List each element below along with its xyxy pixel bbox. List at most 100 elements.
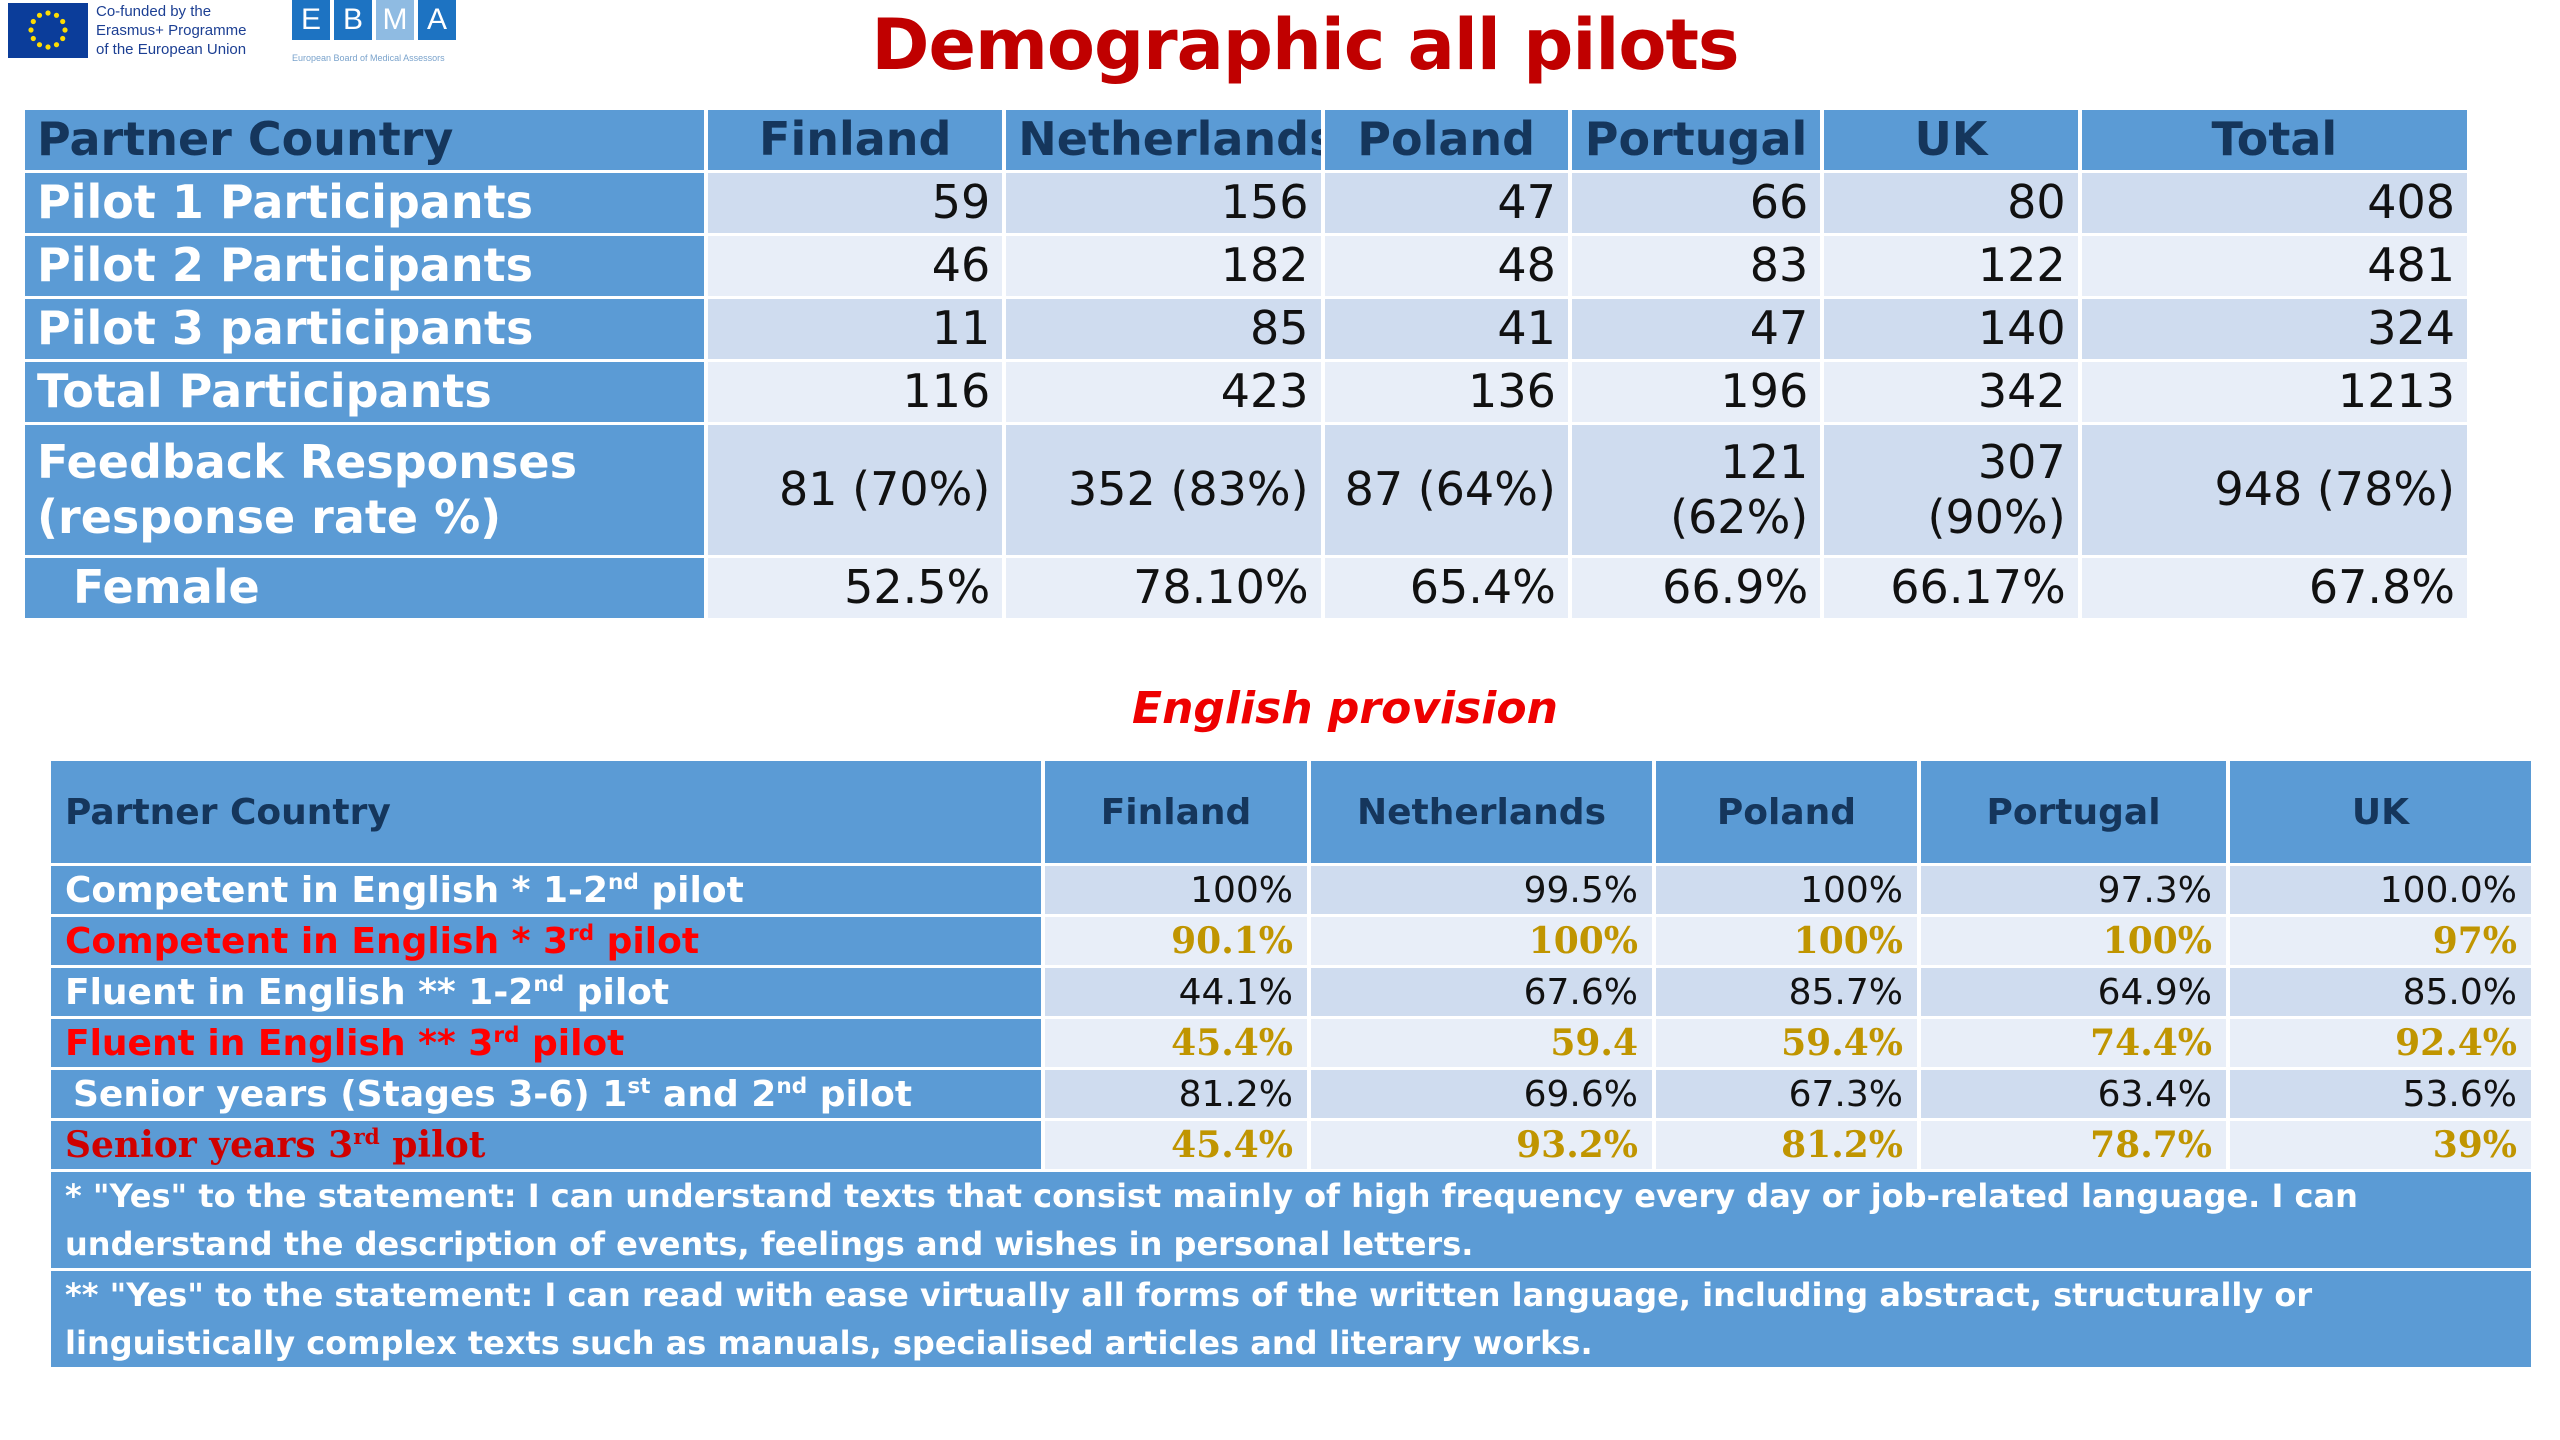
table-row: Female 52.5% 78.10% 65.4% 66.9% 66.17% 6…	[25, 558, 2467, 618]
row-label: Senior years 3rd pilot	[51, 1121, 1041, 1169]
table-cell: 11	[708, 299, 1003, 359]
table-row: Pilot 1 Participants 59 156 47 66 80 408	[25, 173, 2467, 233]
table-cell: 87 (64%)	[1324, 425, 1568, 555]
footnote: * "Yes" to the statement: I can understa…	[51, 1172, 2531, 1268]
table-cell: 81.2%	[1656, 1121, 1917, 1169]
table-cell: 342	[1824, 362, 2078, 422]
table-cell: 90.1%	[1045, 917, 1307, 965]
table-row: Fluent in English ** 1-2nd pilot 44.1% 6…	[51, 968, 2531, 1016]
table-cell: 81 (70%)	[708, 425, 1003, 555]
column-header: Netherlands	[1311, 761, 1652, 863]
table-cell: 67.8%	[2081, 558, 2467, 618]
table-cell: 85.0%	[2230, 968, 2531, 1016]
table-cell: 66.17%	[1824, 558, 2078, 618]
table-cell: 59.4%	[1656, 1019, 1917, 1067]
table-row: Competent in English * 1-2nd pilot 100% …	[51, 866, 2531, 914]
table-cell: 52.5%	[708, 558, 1003, 618]
ebma-letter: A	[418, 0, 456, 40]
table-cell: 182	[1006, 236, 1321, 296]
table-cell: 46	[708, 236, 1003, 296]
section-title: English provision	[1132, 683, 1558, 734]
eu-text-line: Erasmus+ Programme	[96, 22, 247, 39]
row-label-line: Feedback Responses	[37, 434, 577, 489]
table-cell: 78.10%	[1006, 558, 1321, 618]
table-cell: 85	[1006, 299, 1321, 359]
table-cell: 100%	[1656, 917, 1917, 965]
row-label: Feedback Responses (response rate %)	[25, 425, 705, 555]
row-label: Fluent in English ** 3rd pilot	[51, 1019, 1041, 1067]
table-cell: 324	[2081, 299, 2467, 359]
table-cell: 100%	[1921, 917, 2226, 965]
ebma-letter: M	[376, 0, 414, 40]
row-label: Pilot 3 participants	[25, 299, 705, 359]
table-cell: 66	[1571, 173, 1821, 233]
row-label: Pilot 2 Participants	[25, 236, 705, 296]
table-cell: 85.7%	[1656, 968, 1917, 1016]
table-cell: 81.2%	[1045, 1070, 1307, 1118]
table-cell: 352 (83%)	[1006, 425, 1321, 555]
table-cell: 69.6%	[1311, 1070, 1652, 1118]
table-cell: 45.4%	[1045, 1121, 1307, 1169]
table-header-row: Partner Country Finland Netherlands Pola…	[25, 110, 2467, 170]
table-cell: 53.6%	[2230, 1070, 2531, 1118]
eu-cofunding-text: Co-funded by the Erasmus+ Programme of t…	[96, 2, 286, 59]
eu-text-line: Co-funded by the	[96, 3, 212, 20]
table-cell: 47	[1571, 299, 1821, 359]
table-row: ** "Yes" to the statement: I can read wi…	[51, 1271, 2531, 1367]
row-label: Total Participants	[25, 362, 705, 422]
column-header: Total	[2081, 110, 2467, 170]
table-cell: 196	[1571, 362, 1821, 422]
row-label: Senior years (Stages 3-6) 1st and 2nd pi…	[51, 1070, 1041, 1118]
table-cell: 47	[1324, 173, 1568, 233]
table-cell: 64.9%	[1921, 968, 2226, 1016]
row-label: Fluent in English ** 1-2nd pilot	[51, 968, 1041, 1016]
row-label: Competent in English * 1-2nd pilot	[51, 866, 1041, 914]
table-cell: 100%	[1656, 866, 1917, 914]
ebma-letter: B	[334, 0, 372, 40]
table-cell: 99.5%	[1311, 866, 1652, 914]
footnote: ** "Yes" to the statement: I can read wi…	[51, 1271, 2531, 1367]
row-label: Competent in English * 3rd pilot	[51, 917, 1041, 965]
row-label: Female	[25, 558, 705, 618]
table-cell: 307 (90%)	[1824, 425, 2078, 555]
table-cell: 140	[1824, 299, 2078, 359]
eu-flag-logo	[8, 3, 88, 58]
table-cell: 74.4%	[1921, 1019, 2226, 1067]
ebma-logo: E B M A European Board of Medical Assess…	[292, 0, 456, 68]
column-header: Portugal	[1571, 110, 1821, 170]
table-cell: 97%	[2230, 917, 2531, 965]
table-cell: 45.4%	[1045, 1019, 1307, 1067]
column-header: Finland	[708, 110, 1003, 170]
table-cell: 948 (78%)	[2081, 425, 2467, 555]
table-cell: 66.9%	[1571, 558, 1821, 618]
table-cell: 100%	[1311, 917, 1652, 965]
table-cell: 116	[708, 362, 1003, 422]
table-cell: 100%	[1045, 866, 1307, 914]
table-cell: 93.2%	[1311, 1121, 1652, 1169]
column-header: Netherlands	[1006, 110, 1321, 170]
ebma-subtitle: European Board of Medical Assessors	[292, 53, 445, 63]
table-cell: 1213	[2081, 362, 2467, 422]
eu-text-line: of the European Union	[96, 41, 247, 58]
table-header-row: Partner Country Finland Netherlands Pola…	[51, 761, 2531, 863]
column-header: UK	[1824, 110, 2078, 170]
table-cell: 423	[1006, 362, 1321, 422]
table-row: Pilot 3 participants 11 85 41 47 140 324	[25, 299, 2467, 359]
table-cell: 156	[1006, 173, 1321, 233]
column-header: Partner Country	[25, 110, 705, 170]
table-row: * "Yes" to the statement: I can understa…	[51, 1172, 2531, 1268]
english-provision-table: Partner Country Finland Netherlands Pola…	[47, 758, 2535, 1370]
table-cell: 100.0%	[2230, 866, 2531, 914]
table-row: Fluent in English ** 3rd pilot 45.4% 59.…	[51, 1019, 2531, 1067]
table-row: Competent in English * 3rd pilot 90.1% 1…	[51, 917, 2531, 965]
table-cell: 67.6%	[1311, 968, 1652, 1016]
column-header: Poland	[1324, 110, 1568, 170]
table-cell: 78.7%	[1921, 1121, 2226, 1169]
table-row: Senior years (Stages 3-6) 1st and 2nd pi…	[51, 1070, 2531, 1118]
table-cell: 97.3%	[1921, 866, 2226, 914]
table-cell: 63.4%	[1921, 1070, 2226, 1118]
column-header: Portugal	[1921, 761, 2226, 863]
table-cell: 41	[1324, 299, 1568, 359]
table-row: Feedback Responses (response rate %) 81 …	[25, 425, 2467, 555]
